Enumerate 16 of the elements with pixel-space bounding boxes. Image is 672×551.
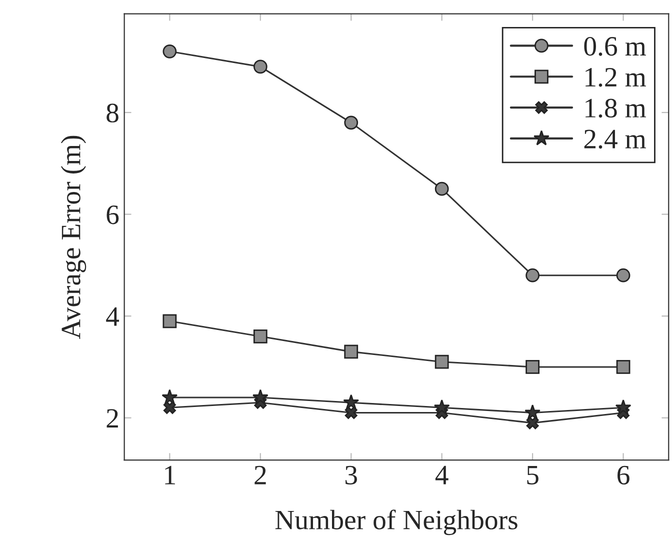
x-tick-label: 2 bbox=[254, 466, 266, 484]
x-tick-label: 3 bbox=[346, 466, 357, 484]
x-axis-title: Number of Neighbors bbox=[275, 510, 518, 536]
legend-label: 1.2 m bbox=[586, 68, 646, 87]
legend-label: 0.6 m bbox=[584, 36, 646, 56]
y-axis-title: Average Error (m) bbox=[60, 136, 86, 339]
x-tick-label: 1 bbox=[165, 466, 175, 484]
y-tick-label: 4 bbox=[106, 307, 120, 326]
x-tick-label: 4 bbox=[435, 466, 448, 484]
y-tick-label: 6 bbox=[106, 206, 119, 224]
y-tick-label: 2 bbox=[106, 409, 118, 428]
y-tick-label: 8 bbox=[106, 104, 118, 122]
x-tick-label: 5 bbox=[527, 466, 538, 484]
legend-label: 1.8 m bbox=[586, 98, 646, 118]
x-tick-label: 6 bbox=[618, 466, 630, 484]
legend-label: 2.4 m bbox=[584, 130, 646, 149]
